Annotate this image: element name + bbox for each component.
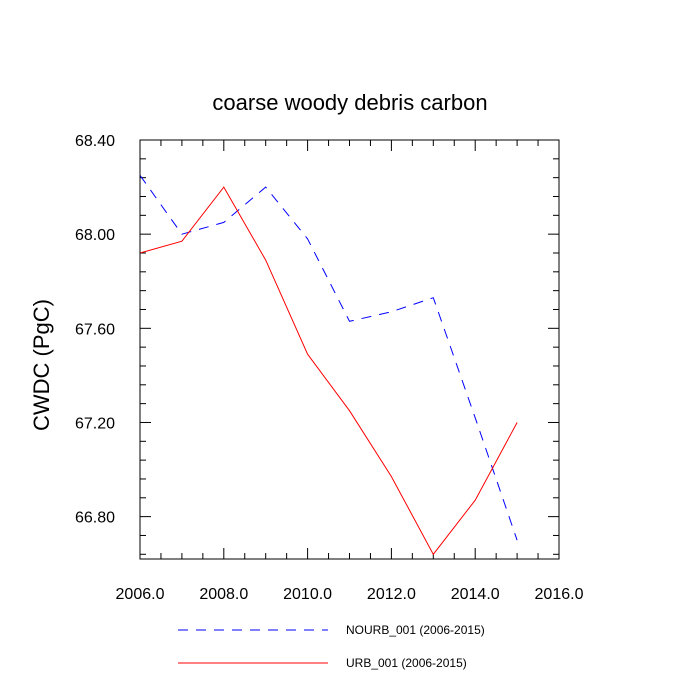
chart-title: coarse woody debris carbon [212,90,487,115]
x-tick-labels: 2006.0 2008.0 2010.0 2012.0 2014.0 2016.0 [116,586,584,603]
x-tick-label: 2012.0 [367,586,416,603]
y-tick-label: 68.40 [75,133,115,150]
series-lines [139,175,518,556]
x-tick-label: 2008.0 [199,586,248,603]
axis-ticks [139,139,560,559]
x-tick-label: 2014.0 [451,586,500,603]
y-tick-label: 66.80 [75,510,115,527]
y-tick-labels: 66.80 67.20 67.60 68.00 68.40 [75,133,115,527]
legend-label-1: NOURB_001 (2006-2015) [346,623,485,637]
y-tick-label: 67.20 [75,415,115,432]
series-line-2 [139,186,518,556]
x-tick-label: 2016.0 [535,586,584,603]
series-line-1 [139,175,518,541]
x-tick-label: 2010.0 [283,586,332,603]
plot-frame [139,139,560,560]
y-tick-label: 67.60 [75,321,115,338]
legend: NOURB_001 (2006-2015) URB_001 (2006-2015) [178,623,485,670]
legend-label-2: URB_001 (2006-2015) [346,656,467,670]
x-tick-label: 2006.0 [116,586,165,603]
y-tick-label: 68.00 [75,227,115,244]
y-axis-label: CWDC (PgC) [29,299,54,431]
